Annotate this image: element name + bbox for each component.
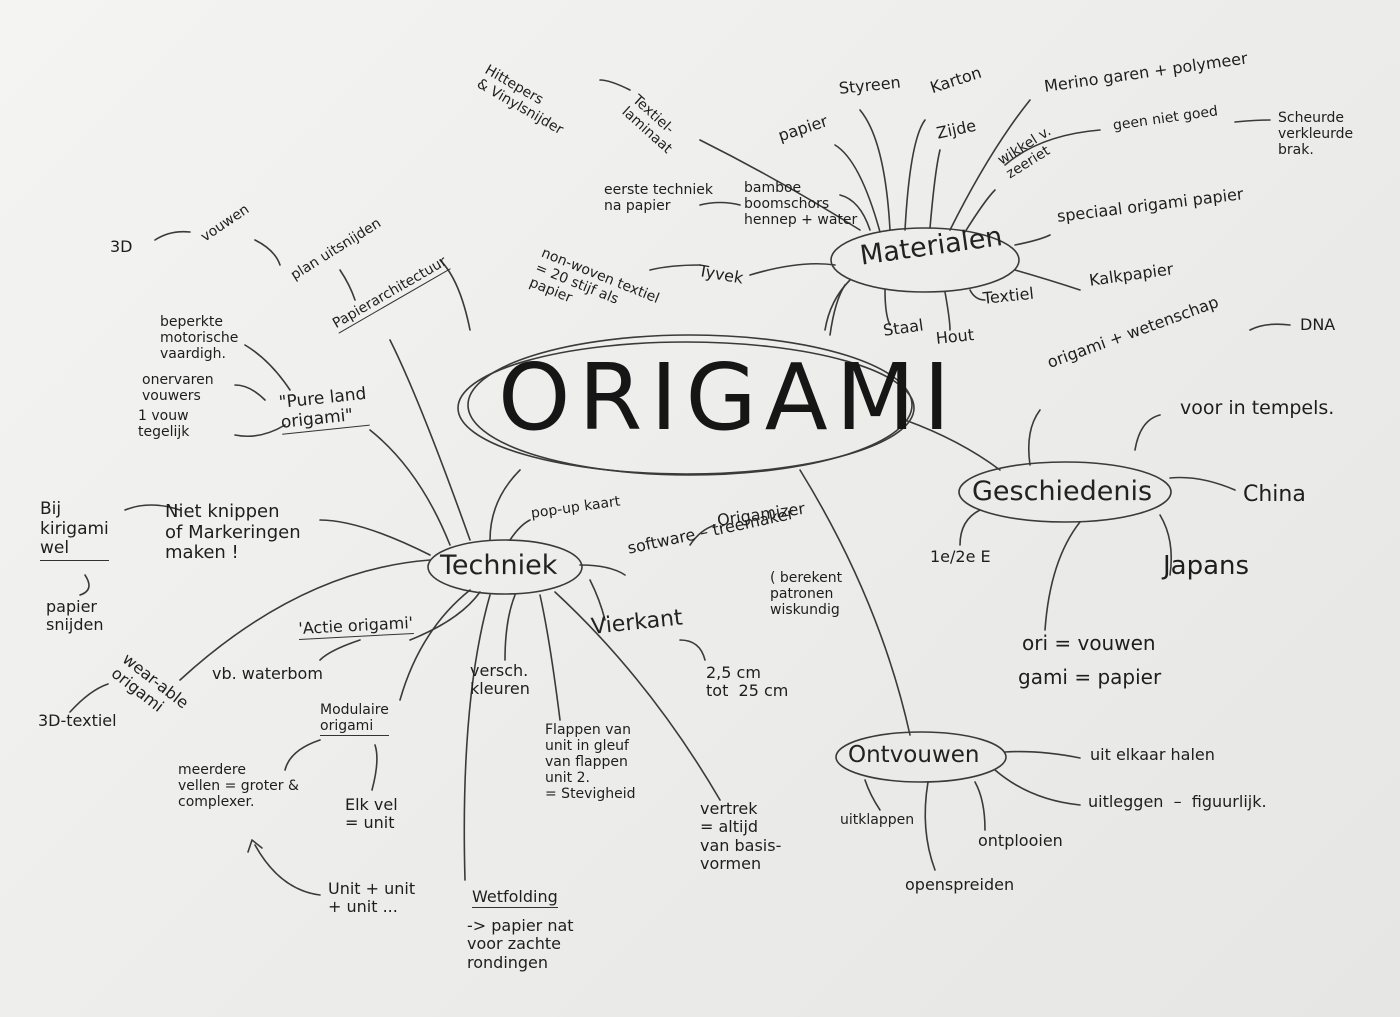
label-uitklappen: uitklappen	[840, 812, 915, 828]
label-modulaire-origami: Modulaire origami	[320, 702, 389, 737]
label-japans: Japans	[1163, 551, 1250, 581]
label-china: China	[1243, 482, 1306, 507]
label-elk-vel: Elk vel = unit	[345, 795, 398, 833]
label-3d-textiel: 3D-textiel	[38, 711, 117, 730]
label-voor-in-tempels: voor in tempels.	[1180, 397, 1335, 419]
label-dna: DNA	[1300, 315, 1336, 334]
label-gami-papier: gami = papier	[1018, 665, 1162, 689]
label-berekent: ( berekent patronen wiskundig	[770, 570, 843, 619]
techniek-oval	[427, 539, 583, 595]
center-oval	[467, 334, 913, 476]
label-3d: 3D	[110, 237, 133, 256]
label-versch-kleuren: versch. kleuren	[470, 661, 530, 699]
center-title: ORIGAMI	[498, 344, 959, 451]
label-papier-snijden: papier snijden	[46, 597, 104, 635]
label-beperkte-motorische: beperkte motorische vaardigh.	[160, 314, 239, 363]
label-eerste-techniek: eerste techniek na papier	[604, 182, 713, 215]
ontvouwen-oval	[835, 731, 1007, 783]
geschiedenis-oval	[958, 461, 1172, 523]
label-1-vouw-tegelijk: 1 vouw tegelijk	[138, 408, 190, 441]
label-scheurde: Scheurde verkleurde brak.	[1278, 110, 1354, 159]
label-eeuw: 1e/2e E	[930, 547, 991, 566]
label-flappen: Flappen van unit in gleuf van flappen un…	[545, 722, 636, 803]
label-meerdere-vellen: meerdere vellen = groter & complexer.	[178, 762, 299, 811]
label-wetfolding: Wetfolding	[472, 887, 558, 909]
label-bij-kirigami-wel: Bij kirigami wel	[40, 499, 109, 561]
node-geschiedenis: Geschiedenis	[972, 476, 1153, 507]
label-unit-plus-unit: Unit + unit + unit ...	[328, 879, 416, 917]
label-bamboe: bamboe boomschors hennep + water	[744, 180, 858, 229]
node-ontvouwen: Ontvouwen	[848, 742, 980, 768]
label-niet-knippen: Niet knippen of Markeringen maken !	[165, 501, 301, 564]
node-techniek: Techniek	[440, 550, 558, 581]
label-vertrek: vertrek = altijd van basis- vormen	[700, 799, 782, 874]
label-onervaren-vouwers: onervaren vouwers	[142, 372, 214, 405]
label-wetfolding-desc: -> papier nat voor zachte rondingen	[467, 916, 574, 972]
label-ontplooien: ontplooien	[978, 831, 1063, 850]
label-ori-vouwen: ori = vouwen	[1022, 631, 1156, 655]
label-vb-waterbom: vb. waterbom	[212, 664, 323, 683]
materialen-oval	[830, 227, 1020, 293]
label-openspreiden: openspreiden	[905, 875, 1015, 894]
label-afmeting: 2,5 cm tot 25 cm	[706, 663, 789, 701]
label-uit-elkaar-halen: uit elkaar halen	[1090, 745, 1215, 764]
center-oval-outer	[457, 341, 915, 475]
label-uitleggen: uitleggen – figuurlijk.	[1088, 792, 1267, 811]
